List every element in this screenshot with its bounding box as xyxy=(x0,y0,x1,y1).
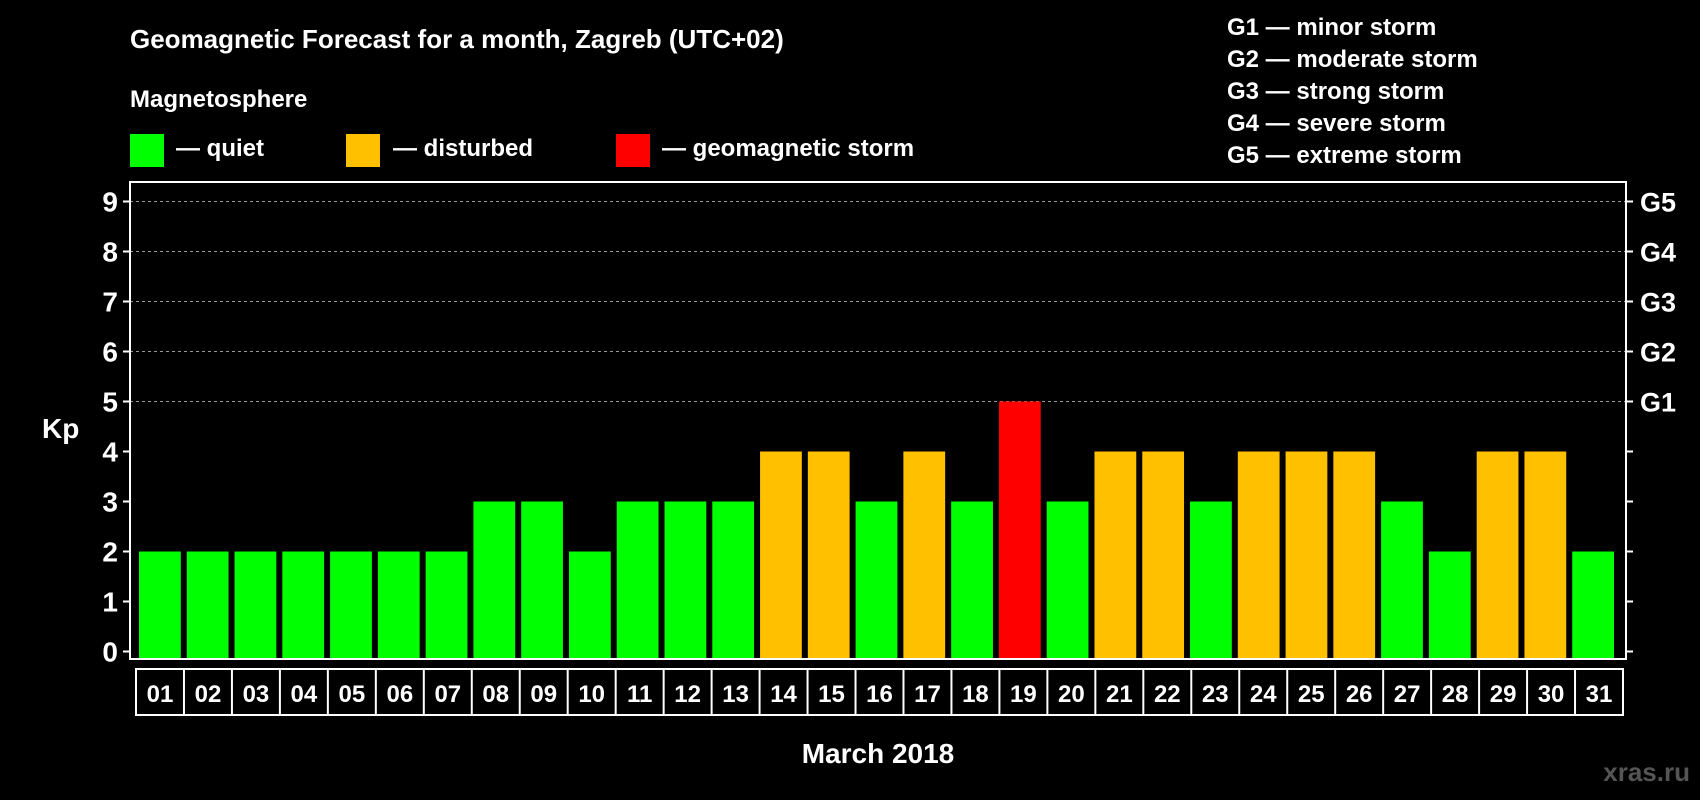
legend-swatch-storm xyxy=(616,134,650,167)
right-tick-label-g2: G2 xyxy=(1640,338,1676,368)
x-tick-label: 12 xyxy=(674,681,701,708)
right-tick-label-g1: G1 xyxy=(1640,388,1676,418)
y-tick-label: 4 xyxy=(102,437,118,468)
y-tick-label: 6 xyxy=(102,337,118,368)
bar-day-31 xyxy=(1572,551,1614,658)
bar-day-08 xyxy=(473,501,516,658)
bar-day-18 xyxy=(951,501,993,658)
bar-day-05 xyxy=(330,551,372,658)
y-tick-label: 7 xyxy=(102,287,118,318)
x-tick-label: 26 xyxy=(1346,681,1373,708)
bar-day-13 xyxy=(712,501,755,658)
x-tick-label: 10 xyxy=(578,681,605,708)
bar-day-26 xyxy=(1333,451,1376,658)
legend-label-disturbed: — disturbed xyxy=(393,135,534,162)
x-tick-label: 29 xyxy=(1490,681,1517,708)
y-tick-label: 9 xyxy=(102,187,118,218)
bar-day-28 xyxy=(1428,551,1471,658)
bar-day-09 xyxy=(521,501,563,658)
bar-day-06 xyxy=(377,551,420,658)
bar-day-21 xyxy=(1094,451,1137,658)
x-tick-label: 19 xyxy=(1010,681,1037,708)
bar-day-30 xyxy=(1524,451,1567,658)
x-tick-label: 27 xyxy=(1394,681,1421,708)
y-tick-label: 2 xyxy=(102,537,118,568)
x-tick-label: 31 xyxy=(1586,681,1613,708)
bar-day-17 xyxy=(903,451,946,658)
x-tick-label: 09 xyxy=(530,681,557,708)
x-tick-label: 16 xyxy=(866,681,893,708)
day-label-row xyxy=(135,668,1624,716)
bar-day-04 xyxy=(282,551,325,658)
x-tick-label: 18 xyxy=(962,681,989,708)
x-tick-label: 11 xyxy=(627,681,652,708)
x-tick-label: 05 xyxy=(339,681,366,708)
bar-day-15 xyxy=(807,451,850,658)
x-tick-label: 15 xyxy=(818,681,845,708)
watermark: xras.ru xyxy=(1603,757,1690,787)
legend-label-storm: — geomagnetic storm xyxy=(662,135,915,162)
legend-swatch-disturbed xyxy=(346,134,380,167)
bar-day-01 xyxy=(139,551,181,658)
bar-day-22 xyxy=(1142,451,1185,658)
bar-day-25 xyxy=(1285,451,1328,658)
plot-frame xyxy=(129,181,1627,660)
bar-day-27 xyxy=(1381,501,1423,658)
x-tick-label: 17 xyxy=(914,681,941,708)
x-tick-label: 06 xyxy=(386,681,413,708)
bar-day-23 xyxy=(1190,501,1232,658)
x-tick-label: 07 xyxy=(434,681,461,708)
x-tick-label: 23 xyxy=(1202,681,1229,708)
y-tick-label: 5 xyxy=(102,387,118,418)
storm-level-g1: G1 — minor storm xyxy=(1227,14,1437,41)
y-tick-label: 0 xyxy=(102,637,118,668)
x-tick-label: 14 xyxy=(770,681,797,708)
right-tick-label-g5: G5 xyxy=(1640,188,1676,218)
x-tick-label: 22 xyxy=(1154,681,1181,708)
bar-day-19 xyxy=(998,401,1041,658)
y-tick-label: 8 xyxy=(102,237,118,268)
y-axis-label: Kp xyxy=(42,413,80,444)
legend-title: Magnetosphere xyxy=(130,86,308,113)
x-tick-label: 01 xyxy=(147,681,174,708)
storm-level-g2: G2 — moderate storm xyxy=(1227,46,1478,73)
bar-day-02 xyxy=(186,551,229,658)
bar-day-07 xyxy=(425,551,468,658)
x-axis-label: March 2018 xyxy=(801,738,955,769)
chart-title: Geomagnetic Forecast for a month, Zagreb… xyxy=(130,24,784,54)
x-tick-label: 21 xyxy=(1106,681,1133,708)
bar-day-20 xyxy=(1046,501,1089,658)
x-tick-label: 20 xyxy=(1058,681,1085,708)
bar-day-11 xyxy=(616,501,659,658)
x-tick-label: 02 xyxy=(195,681,222,708)
storm-level-g5: G5 — extreme storm xyxy=(1227,142,1462,169)
bar-day-29 xyxy=(1476,451,1519,658)
bar-day-10 xyxy=(568,551,611,658)
x-tick-label: 30 xyxy=(1538,681,1565,708)
bar-day-12 xyxy=(664,501,707,658)
x-tick-label: 28 xyxy=(1442,681,1469,708)
x-tick-label: 03 xyxy=(243,681,270,708)
bar-day-03 xyxy=(234,551,277,658)
right-tick-label-g3: G3 xyxy=(1640,288,1676,318)
x-tick-label: 25 xyxy=(1298,681,1325,708)
x-tick-label: 24 xyxy=(1250,681,1277,708)
bar-day-16 xyxy=(855,501,898,658)
bar-day-14 xyxy=(760,451,802,658)
y-tick-label: 1 xyxy=(102,587,118,618)
bar-day-24 xyxy=(1237,451,1280,658)
storm-level-g4: G4 — severe storm xyxy=(1227,110,1446,137)
legend-label-quiet: — quiet xyxy=(176,135,264,162)
y-tick-label: 3 xyxy=(102,487,118,518)
x-tick-label: 08 xyxy=(482,681,509,708)
legend-swatch-quiet xyxy=(130,134,164,167)
x-tick-label: 04 xyxy=(291,681,318,708)
storm-level-g3: G3 — strong storm xyxy=(1227,78,1445,105)
right-tick-label-g4: G4 xyxy=(1640,238,1676,268)
x-tick-label: 13 xyxy=(722,681,749,708)
